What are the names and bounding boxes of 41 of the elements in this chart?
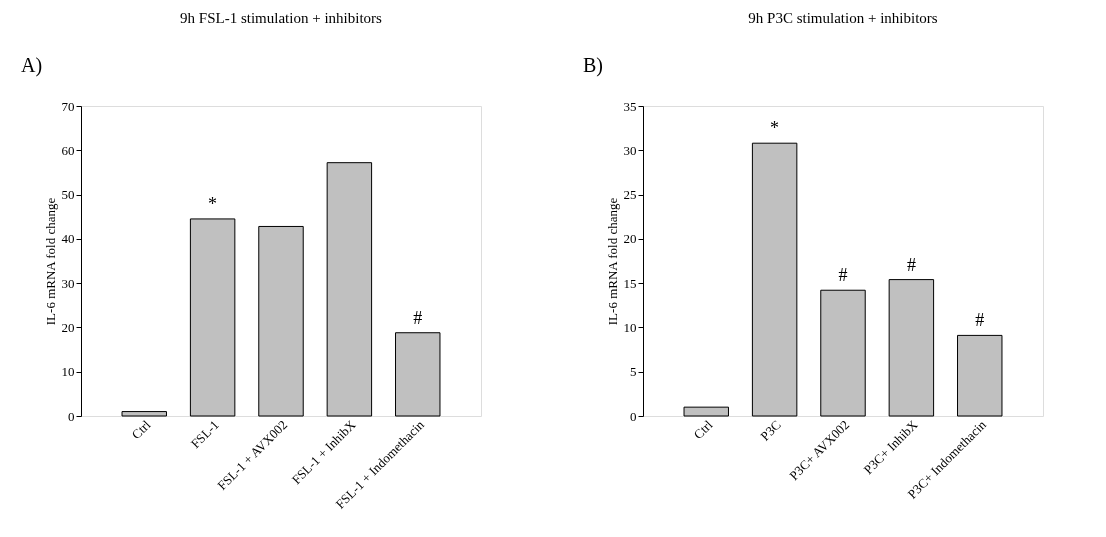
y-tick-label: 60 [61, 142, 75, 158]
y-tick-label: 10 [61, 364, 75, 380]
bar [683, 406, 729, 417]
y-axis-title: IL-6 mRNA fold change [42, 197, 58, 326]
bar [258, 225, 304, 417]
text: B) [583, 54, 603, 77]
bar [326, 162, 373, 417]
bar [888, 279, 935, 417]
y-tick-label: 0 [630, 408, 637, 424]
annotation: * [770, 118, 780, 139]
y-tick-label: 0 [68, 408, 75, 424]
annotation: # [413, 307, 423, 328]
chart-title: 9h FSL-1 stimulation + inhibitors [180, 10, 383, 26]
x-tick-label: P3C [757, 417, 784, 444]
x-tick-label: Ctrl [128, 416, 154, 442]
bar [121, 411, 167, 417]
annotation: # [838, 265, 848, 286]
bar [751, 142, 798, 417]
bar [957, 334, 1003, 417]
y-tick-label: 10 [623, 319, 637, 335]
y-tick-label: 15 [623, 275, 637, 291]
chart-title: 9h P3C stimulation + inhibitors [748, 10, 938, 26]
y-tick-label: 25 [623, 187, 637, 203]
text: A) [21, 54, 43, 77]
y-tick-label: 35 [623, 98, 637, 114]
y-tick-label: 20 [623, 231, 637, 247]
x-tick-label: Ctrl [690, 416, 716, 442]
y-tick-label: 50 [61, 187, 75, 203]
bar [189, 218, 236, 417]
y-tick-label: 30 [623, 142, 637, 158]
y-tick-label: 5 [630, 364, 637, 380]
annotation: # [975, 310, 985, 331]
y-tick-label: 40 [61, 231, 75, 247]
annotation: # [906, 254, 916, 275]
y-tick-label: 70 [61, 98, 75, 114]
annotation: * [208, 193, 218, 214]
y-axis-title: IL-6 mRNA fold change [604, 197, 620, 326]
bar [820, 289, 866, 417]
y-tick-label: 20 [61, 319, 75, 335]
bar [395, 332, 441, 417]
y-tick-label: 30 [61, 275, 75, 291]
